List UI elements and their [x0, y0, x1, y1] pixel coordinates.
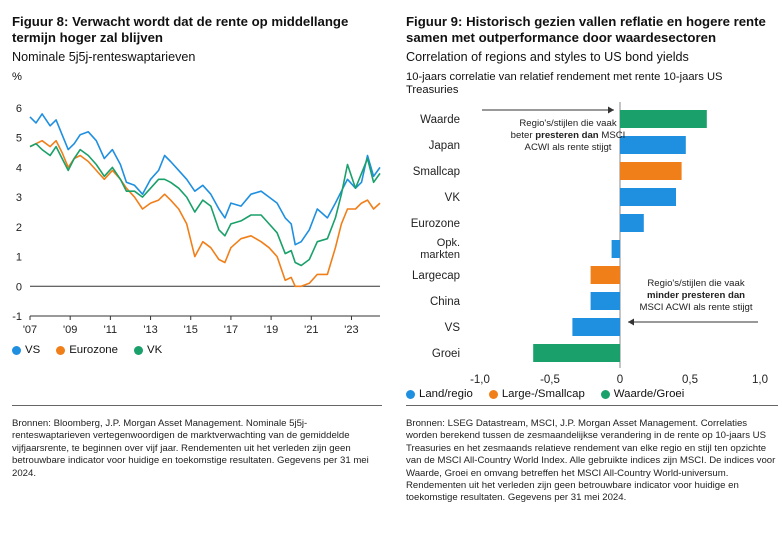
- left-legend: VS Eurozone VK: [12, 344, 172, 356]
- left-subtitle: Nominale 5j5j-renteswaptarieven: [12, 50, 196, 64]
- annotation-top-line-2: beter presteren dan MSCI: [511, 130, 626, 141]
- right-title: Figuur 9: Historisch gezien vallen refla…: [406, 14, 766, 45]
- x-tick-label: -0,5: [540, 374, 560, 386]
- category-label: VK: [445, 192, 461, 204]
- left-unit: %: [12, 71, 22, 83]
- legend-label-eurozone: Eurozone: [69, 344, 118, 356]
- x-tick-label: 0,5: [682, 374, 698, 386]
- series-line-vs: [29, 113, 381, 246]
- bar-groei: [533, 344, 620, 362]
- category-label: Eurozone: [411, 218, 460, 230]
- annotation-bottom-line-3: MSCI ACWI als rente stijgt: [639, 302, 752, 313]
- category-label: China: [430, 296, 461, 308]
- annotation-top-line-1: Regio's/stijlen die vaak: [519, 118, 616, 129]
- bar-opk-markten: [611, 240, 620, 258]
- x-tick-label: '17: [224, 324, 238, 336]
- x-tick-label: 0: [617, 374, 623, 386]
- legend-item-vs: VS: [12, 344, 40, 356]
- category-label: Waarde: [420, 114, 460, 126]
- bar-vs: [572, 318, 620, 336]
- legend-item-land-regio: Land/regio: [406, 388, 473, 400]
- category-label: VS: [445, 322, 461, 334]
- x-tick-label: -1,0: [470, 374, 490, 386]
- x-tick-label: '23: [344, 324, 358, 336]
- bar-china: [590, 292, 620, 310]
- series-line-eurozone: [29, 139, 381, 288]
- left-source: Bronnen: Bloomberg, J.P. Morgan Asset Ma…: [12, 418, 369, 479]
- y-tick-label: 5: [16, 133, 22, 145]
- legend-label-land-regio: Land/regio: [419, 388, 473, 400]
- legend-dot-waarde-groei: [600, 389, 610, 399]
- right-panel: Figuur 9: Historisch gezien vallen refla…: [396, 0, 782, 534]
- right-divider: [406, 405, 778, 406]
- y-tick-label: 0: [16, 281, 22, 293]
- legend-item-eurozone: Eurozone: [56, 344, 118, 356]
- x-tick-label: '09: [63, 324, 77, 336]
- annotation-arrowhead-bottom: [628, 318, 634, 326]
- y-tick-label: -1: [12, 311, 22, 323]
- category-label: markten: [420, 249, 460, 261]
- line-chart: -1 0 1 2 3 4 5 6 '07 '09 '11 '13 '15 '17 '19 '21 '23: [12, 103, 381, 336]
- right-subtitle: Correlation of regions and styles to US …: [406, 50, 689, 64]
- x-tick-label: '19: [264, 324, 278, 336]
- series-line-vk: [29, 142, 381, 267]
- category-label: Smallcap: [413, 166, 460, 178]
- legend-dot-land-regio: [406, 389, 415, 399]
- bar-smallcap: [620, 162, 682, 180]
- legend-label-waarde-groei: Waarde/Groei: [613, 388, 685, 400]
- bar-largecap: [590, 266, 620, 284]
- x-tick-label: '07: [23, 324, 37, 336]
- legend-label-vs: VS: [25, 344, 41, 356]
- legend-dot-vk: [133, 345, 143, 355]
- legend-label-vk: VK: [146, 344, 163, 356]
- legend-item-vk: VK: [133, 344, 163, 356]
- category-label: Opk.: [437, 237, 460, 249]
- legend-dot-large-smallcap: [488, 389, 498, 399]
- bar-vk: [620, 188, 676, 206]
- legend-label-large-smallcap: Large-/Smallcap: [501, 388, 585, 400]
- right-caption: 10-jaars correlatie van relatief rendeme…: [406, 71, 723, 96]
- bar-eurozone: [620, 214, 644, 232]
- left-panel: Figuur 8: Verwacht wordt dat de rente op…: [0, 0, 390, 534]
- legend-item-waarde-groei: Waarde/Groei: [600, 388, 685, 400]
- annotation-top-line-3: ACWI als rente stijgt: [525, 142, 612, 153]
- legend-item-large-smallcap: Large-/Smallcap: [488, 388, 585, 400]
- x-tick-label: '13: [143, 324, 157, 336]
- x-tick-label: '15: [184, 324, 198, 336]
- annotation-arrowhead-top: [608, 106, 614, 114]
- y-tick-label: 3: [16, 192, 22, 204]
- y-tick-label: 2: [16, 222, 22, 234]
- bar-chart: Waarde Japan Smallcap VK Eurozone Opk.markten…: [411, 102, 768, 386]
- right-legend: Land/regio Large-/Smallcap Waarde/Groei: [406, 388, 694, 400]
- right-source: Bronnen: LSEG Datastream, MSCI, J.P. Mor…: [406, 418, 776, 504]
- x-tick-label: '21: [304, 324, 318, 336]
- bar-japan: [620, 136, 686, 154]
- y-tick-label: 1: [16, 252, 22, 264]
- y-tick-label: 6: [16, 103, 22, 115]
- legend-dot-eurozone: [56, 345, 66, 355]
- bar-waarde: [620, 110, 707, 128]
- annotation-bottom-line-2: minder presteren dan: [647, 290, 745, 301]
- legend-dot-vs: [12, 345, 21, 355]
- category-label: Largecap: [412, 270, 460, 282]
- category-label: Japan: [429, 140, 460, 152]
- annotation-bottom-line-1: Regio's/stijlen die vaak: [647, 278, 744, 289]
- left-title: Figuur 8: Verwacht wordt dat de rente op…: [12, 14, 349, 45]
- category-label: Groei: [432, 348, 460, 360]
- x-tick-label: 1,0: [752, 374, 768, 386]
- x-tick-label: '11: [104, 324, 118, 336]
- left-divider: [12, 405, 382, 406]
- y-tick-label: 4: [16, 162, 22, 174]
